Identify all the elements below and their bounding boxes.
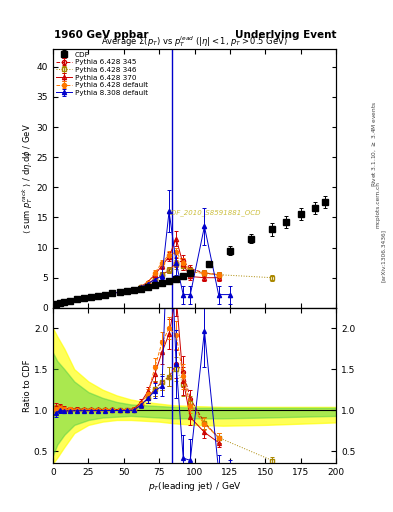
X-axis label: $p_T$(leading jet) / GeV: $p_T$(leading jet) / GeV <box>148 480 241 493</box>
Text: Rivet 3.1.10, $\geq$ 3.4M events: Rivet 3.1.10, $\geq$ 3.4M events <box>370 100 378 186</box>
Legend: CDF, Pythia 6.428 345, Pythia 6.428 346, Pythia 6.428 370, Pythia 6.428 default,: CDF, Pythia 6.428 345, Pythia 6.428 346,… <box>55 51 149 97</box>
Text: 1960 GeV ppbar: 1960 GeV ppbar <box>54 30 149 40</box>
Text: CDF_2010_S8591881_OCD: CDF_2010_S8591881_OCD <box>166 209 261 216</box>
Text: mcplots.cern.ch: mcplots.cern.ch <box>376 181 381 228</box>
Title: Average $\Sigma(p_T)$ vs $p_T^{lead}$ ($|\eta| < 1$, $p_T > 0.5$ GeV): Average $\Sigma(p_T)$ vs $p_T^{lead}$ ($… <box>101 34 288 49</box>
Text: [arXiv:1306.3436]: [arXiv:1306.3436] <box>381 229 386 283</box>
Y-axis label: $\langle$ sum $p_T^{rack}$ $\rangle$ / d$\eta$.d$\phi$ / GeV: $\langle$ sum $p_T^{rack}$ $\rangle$ / d… <box>20 123 35 233</box>
Text: Underlying Event: Underlying Event <box>235 30 336 40</box>
Y-axis label: Ratio to CDF: Ratio to CDF <box>24 359 33 412</box>
